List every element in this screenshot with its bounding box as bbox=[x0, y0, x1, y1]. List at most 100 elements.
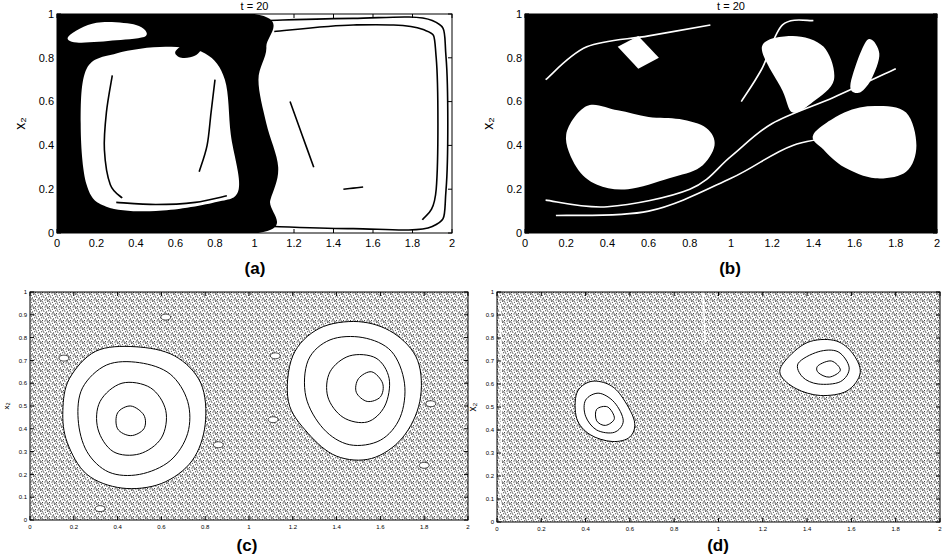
y-tick bbox=[525, 14, 529, 15]
y-tick bbox=[497, 499, 501, 500]
title: t = 20 bbox=[717, 0, 745, 12]
y-tick bbox=[525, 189, 529, 190]
y-tick-label: 0.4 bbox=[486, 427, 495, 433]
y-tick-label: 0.2 bbox=[19, 472, 28, 478]
x-tick-label: 1.8 bbox=[420, 524, 429, 530]
x-tick-label: 0.8 bbox=[201, 524, 210, 530]
filament bbox=[104, 75, 122, 198]
y-tick-label: 0.6 bbox=[486, 381, 495, 387]
x-tick bbox=[629, 518, 630, 522]
x-tick bbox=[117, 516, 118, 520]
y-tick-label: 0.7 bbox=[19, 358, 28, 364]
x-tick bbox=[497, 518, 498, 522]
y-axis-label: x₂ bbox=[467, 402, 478, 411]
x-tick-label: 1.2 bbox=[286, 237, 301, 249]
x-tick-top bbox=[648, 14, 649, 18]
y-tick bbox=[57, 14, 61, 15]
y-tick-right bbox=[464, 520, 468, 521]
y-tick bbox=[30, 474, 34, 475]
y-tick-right bbox=[936, 315, 940, 316]
x-tick-top bbox=[674, 292, 675, 296]
y-tick-label: 0.1 bbox=[19, 494, 28, 500]
y-tick bbox=[497, 476, 501, 477]
y-tick-right bbox=[448, 57, 452, 58]
x-tick-top bbox=[333, 14, 334, 18]
y-tick bbox=[57, 145, 61, 146]
x-tick-label: 1.4 bbox=[326, 237, 341, 249]
x-tick-top bbox=[424, 292, 425, 296]
y-tick-right bbox=[464, 337, 468, 338]
x-tick-top bbox=[73, 292, 74, 296]
x-tick-top bbox=[205, 292, 206, 296]
caption: (b) bbox=[719, 259, 741, 278]
x-tick bbox=[851, 518, 852, 522]
x-tick-top bbox=[412, 14, 413, 18]
region bbox=[618, 36, 659, 69]
x-tick-top bbox=[937, 14, 938, 18]
x-tick-top bbox=[940, 292, 941, 296]
x-tick-top bbox=[718, 292, 719, 296]
plot-area bbox=[525, 14, 937, 233]
x-tick bbox=[813, 229, 814, 233]
x-tick-label: 1 bbox=[717, 526, 721, 532]
y-tick bbox=[497, 361, 501, 362]
y-tick bbox=[525, 57, 529, 58]
x-tick-top bbox=[57, 14, 58, 18]
x-tick-top bbox=[851, 292, 852, 296]
y-tick-label: 0.5 bbox=[19, 403, 28, 409]
satellite-island bbox=[95, 506, 105, 512]
x-tick-top bbox=[541, 292, 542, 296]
x-tick-top bbox=[585, 292, 586, 296]
x-tick-label: 1.8 bbox=[892, 526, 901, 532]
filament bbox=[266, 17, 447, 230]
caption: (c) bbox=[237, 536, 258, 555]
y-tick-right bbox=[933, 189, 937, 190]
region bbox=[575, 381, 635, 441]
x-tick bbox=[380, 516, 381, 520]
y-tick bbox=[30, 292, 34, 293]
satellite-island bbox=[426, 401, 436, 407]
region bbox=[780, 339, 861, 395]
y-tick bbox=[30, 520, 34, 521]
x-tick-label: 1 bbox=[728, 237, 734, 249]
y-tick-right bbox=[936, 430, 940, 431]
y-tick-label: 0.6 bbox=[19, 380, 28, 386]
x-tick bbox=[136, 229, 137, 233]
x-tick bbox=[895, 229, 896, 233]
x-tick-label: 1.6 bbox=[847, 237, 862, 249]
invariant-curve bbox=[327, 355, 390, 423]
chaotic-sea bbox=[30, 292, 468, 520]
panel: 00.20.40.60.811.21.41.61.8200.10.20.30.4… bbox=[467, 289, 943, 555]
x-tick bbox=[215, 229, 216, 233]
x-tick bbox=[336, 516, 337, 520]
x-tick-label: 0.4 bbox=[581, 526, 590, 532]
satellite-island bbox=[268, 417, 278, 423]
y-tick bbox=[30, 451, 34, 452]
chaotic-sea bbox=[497, 292, 940, 522]
invariant-curve bbox=[817, 361, 841, 377]
y-tick-right bbox=[933, 233, 937, 234]
x-tick-top bbox=[30, 292, 31, 296]
filament bbox=[274, 25, 438, 220]
region bbox=[68, 22, 147, 43]
x-tick bbox=[373, 229, 374, 233]
x-tick-label: 1.4 bbox=[332, 524, 341, 530]
panel: 00.20.40.60.811.21.41.61.8200.10.20.30.4… bbox=[2, 289, 471, 555]
x-tick-top bbox=[525, 14, 526, 18]
y-tick bbox=[497, 430, 501, 431]
satellite-island bbox=[213, 442, 223, 448]
y-tick-right bbox=[936, 361, 940, 362]
filament bbox=[703, 292, 705, 343]
y-tick-right bbox=[936, 499, 940, 500]
y-tick-right bbox=[936, 292, 940, 293]
x-tick bbox=[895, 518, 896, 522]
y-tick-label: 0.7 bbox=[486, 358, 495, 364]
x-tick-label: 0.2 bbox=[559, 237, 574, 249]
region bbox=[287, 321, 421, 460]
y-tick bbox=[30, 314, 34, 315]
x-tick bbox=[854, 229, 855, 233]
region bbox=[566, 105, 715, 190]
y-tick-label: 0.9 bbox=[486, 312, 495, 318]
y-tick-label: 1 bbox=[516, 8, 522, 20]
y-tick-label: 0.8 bbox=[507, 52, 522, 64]
